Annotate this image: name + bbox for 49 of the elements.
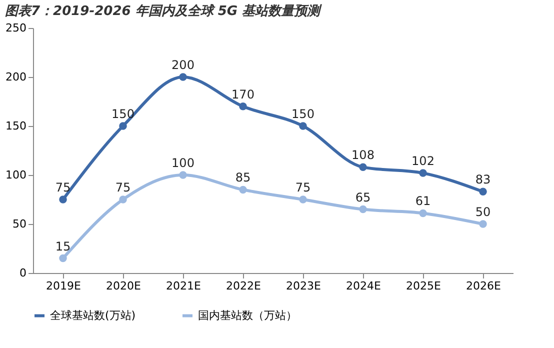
- data-label: 150: [292, 107, 314, 121]
- x-tick-label: 2022E: [226, 280, 262, 292]
- x-tick-label: 2025E: [406, 280, 442, 292]
- y-tick-label: 50: [12, 218, 26, 230]
- x-tick-label: 2021E: [166, 280, 202, 292]
- data-label: 108: [352, 148, 374, 162]
- y-tick-label: 200: [6, 70, 26, 84]
- point: [479, 188, 487, 196]
- x-tick-label: 2023E: [286, 280, 322, 292]
- data-label: 170: [232, 87, 254, 102]
- x-tick-label: 2026E: [466, 280, 502, 292]
- point: [239, 186, 247, 194]
- point: [239, 102, 247, 110]
- data-label: 50: [475, 205, 491, 219]
- data-label: 61: [415, 194, 431, 208]
- point: [479, 220, 487, 228]
- data-label: 75: [295, 180, 311, 194]
- data-label: 150: [112, 107, 134, 121]
- data-label: 75: [115, 180, 131, 194]
- point: [59, 254, 67, 262]
- data-label: 15: [55, 239, 71, 254]
- x-tick-label: 2019E: [46, 280, 82, 292]
- y-tick-label: 150: [6, 120, 26, 132]
- data-label: 100: [172, 156, 194, 170]
- point: [299, 122, 307, 130]
- point: [59, 196, 67, 204]
- point: [299, 196, 307, 204]
- y-tick-label: 100: [6, 168, 26, 182]
- data-label: 102: [412, 154, 434, 168]
- point: [359, 205, 367, 214]
- y-tick-label: 0: [20, 266, 26, 280]
- point: [119, 122, 127, 130]
- point: [119, 196, 127, 204]
- x-tick-label: 2020E: [106, 280, 142, 292]
- y-tick-label: 250: [6, 22, 26, 34]
- data-label: 83: [475, 172, 491, 187]
- point: [179, 171, 187, 179]
- data-label: 65: [355, 190, 371, 204]
- point: [419, 169, 427, 177]
- legend-label: 全球基站数(万站): [50, 308, 136, 322]
- x-tick-label: 2024E: [346, 280, 382, 292]
- point: [179, 73, 187, 81]
- data-label: 75: [55, 180, 71, 194]
- chart-title: 图表7：2019-2026 年国内及全球 5G 基站数量预测: [5, 3, 322, 19]
- point: [419, 209, 427, 218]
- data-label: 85: [235, 170, 251, 185]
- legend-label: 国内基站数（万站）: [198, 308, 297, 322]
- data-label: 200: [172, 58, 194, 72]
- point: [359, 163, 367, 172]
